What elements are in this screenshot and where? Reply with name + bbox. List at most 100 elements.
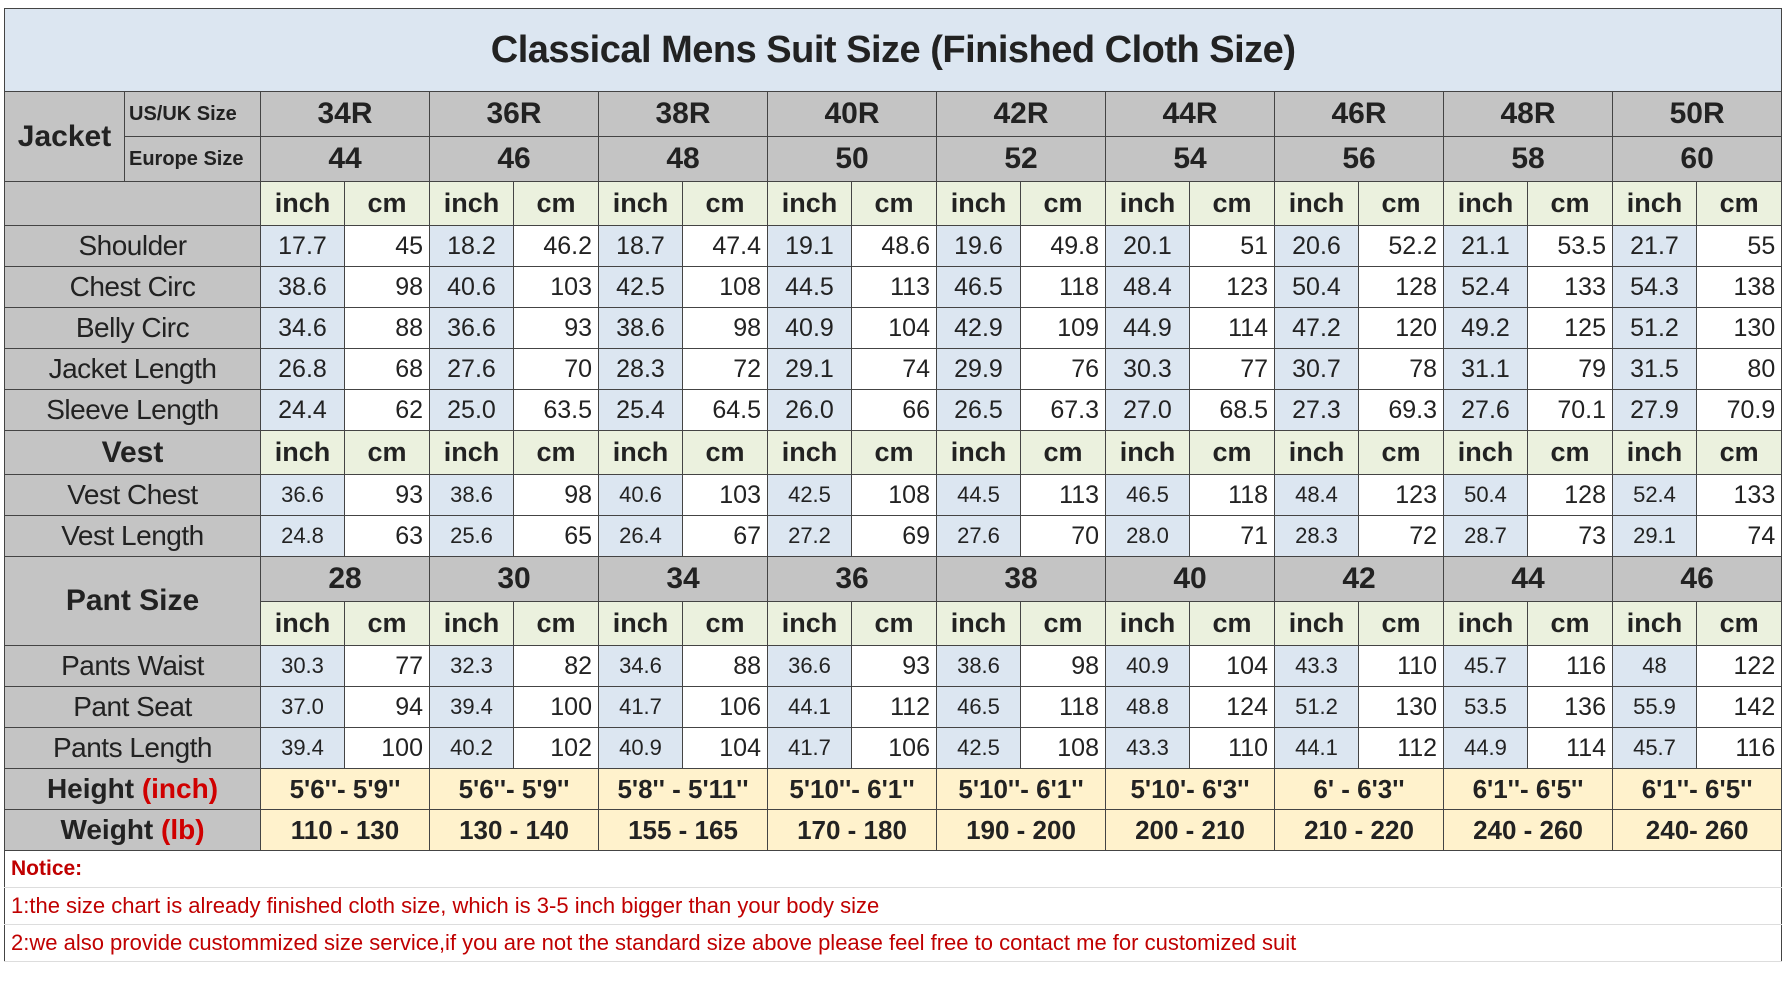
cm-value: 118: [1020, 266, 1106, 308]
inch-value: 18.2: [429, 225, 514, 267]
inch-value: 38.6: [936, 645, 1021, 687]
unit-inch: inch: [598, 181, 683, 226]
cm-value: 71: [1189, 515, 1275, 557]
cm-value: 108: [1020, 727, 1106, 769]
inch-value: 36.6: [429, 307, 514, 349]
unit-cm: cm: [513, 181, 599, 226]
inch-value: 21.1: [1443, 225, 1528, 267]
cm-value: 128: [1358, 266, 1444, 308]
title-row: Classical Mens Suit Size (Finished Cloth…: [3, 8, 1783, 92]
cm-value: 133: [1527, 266, 1613, 308]
unit-inch: inch: [936, 181, 1021, 226]
cm-value: 88: [682, 645, 768, 687]
inch-value: 46.5: [936, 266, 1021, 308]
measure-row: Sleeve Length 24.4 62 25.0 63.5 25.4 64.5 26.0 6…: [4, 389, 1783, 431]
jacket-label: Jacket: [4, 91, 125, 182]
inch-value: 30.3: [1105, 348, 1190, 390]
us-size: 40R: [767, 91, 937, 137]
weight-value: 155 - 165: [598, 809, 768, 851]
unit-cm: cm: [1527, 181, 1613, 226]
unit-cm: cm: [344, 181, 430, 226]
inch-value: 48.8: [1105, 686, 1190, 728]
inch-value: 53.5: [1443, 686, 1528, 728]
inch-value: 39.4: [429, 686, 514, 728]
unit-row: inch cm inch cm inch cm inch cm inch cm inch cm inch…: [5, 601, 1783, 646]
inch-value: 54.3: [1612, 266, 1697, 308]
inch-value: 43.3: [1105, 727, 1190, 769]
cm-value: 120: [1358, 307, 1444, 349]
cm-value: 53.5: [1527, 225, 1613, 267]
unit-cm: cm: [1695, 430, 1783, 475]
cm-value: 113: [1020, 474, 1106, 516]
inch-value: 42.5: [598, 266, 683, 308]
height-unit: (inch): [141, 773, 219, 804]
inch-value: 51.2: [1274, 686, 1359, 728]
inch-value: 34.6: [598, 645, 683, 687]
unit-inch: inch: [260, 430, 345, 475]
chart-title: Classical Mens Suit Size (Finished Cloth…: [3, 8, 1783, 92]
cm-value: 45: [344, 225, 430, 267]
unit-inch: inch: [260, 601, 345, 646]
inch-value: 48: [1612, 645, 1697, 687]
weight-value: 200 - 210: [1105, 809, 1275, 851]
unit-inch: inch: [767, 601, 852, 646]
inch-value: 21.7: [1612, 225, 1697, 267]
row-label: Vest Chest: [4, 474, 261, 516]
cm-value: 64.5: [682, 389, 768, 431]
row-label: Belly Circ: [4, 307, 261, 349]
cm-value: 112: [1358, 727, 1444, 769]
pant-size: 46: [1611, 556, 1783, 602]
height-row: Height (inch) 5'6''- 5'9'' 5'6''- 5'9'' 5'8…: [4, 768, 1783, 810]
inch-value: 50.4: [1443, 474, 1528, 516]
inch-value: 26.0: [767, 389, 852, 431]
cm-value: 68.5: [1189, 389, 1275, 431]
cm-value: 100: [513, 686, 599, 728]
cm-value: 93: [513, 307, 599, 349]
height-value: 6' - 6'3'': [1274, 768, 1444, 810]
unit-cm: cm: [851, 430, 937, 475]
us-label: US/UK Size: [124, 91, 261, 137]
size-table: Classical Mens Suit Size (Finished Cloth…: [3, 8, 1783, 962]
cm-value: 79: [1527, 348, 1613, 390]
notice-row: 1:the size chart is already finished clo…: [3, 887, 1783, 925]
unit-cm: cm: [1358, 430, 1444, 475]
cm-value: 104: [682, 727, 768, 769]
unit-cm: cm: [513, 601, 599, 646]
cm-value: 108: [682, 266, 768, 308]
inch-value: 40.9: [1105, 645, 1190, 687]
vest-label: Vest: [4, 430, 261, 475]
unit-inch: inch: [1105, 601, 1190, 646]
cm-value: 46.2: [513, 225, 599, 267]
eu-size: 48: [598, 136, 768, 182]
height-value: 5'8'' - 5'11'': [598, 768, 768, 810]
cm-value: 118: [1020, 686, 1106, 728]
measure-row: Pant Seat 37.0 94 39.4 100 41.7 106 44.1 112 46.5…: [4, 686, 1783, 728]
inch-value: 52.4: [1612, 474, 1697, 516]
inch-value: 19.6: [936, 225, 1021, 267]
cm-value: 67: [682, 515, 768, 557]
cm-value: 80: [1695, 348, 1783, 390]
us-size: 48R: [1443, 91, 1613, 137]
us-size-row: Jacket US/UK Size 34R 36R 38R 40R 42R 44R 46R 48R…: [4, 91, 1783, 182]
weight-value: 190 - 200: [936, 809, 1106, 851]
notice-row: Notice:: [3, 850, 1783, 888]
weight-value: 170 - 180: [767, 809, 937, 851]
inch-value: 41.7: [767, 727, 852, 769]
eu-size: 60: [1611, 136, 1783, 182]
inch-value: 28.3: [598, 348, 683, 390]
unit-inch: inch: [1274, 430, 1359, 475]
cm-value: 73: [1527, 515, 1613, 557]
cm-value: 63.5: [513, 389, 599, 431]
weight-row: Weight (lb) 110 - 130 130 - 140 155 - 165 17…: [4, 809, 1783, 851]
cm-value: 51: [1189, 225, 1275, 267]
inch-value: 40.9: [767, 307, 852, 349]
measure-row: Jacket Length 26.8 68 27.6 70 28.3 72 29.1 74 29.…: [4, 348, 1783, 390]
unit-cm: cm: [1020, 430, 1106, 475]
cm-value: 123: [1358, 474, 1444, 516]
cm-value: 103: [513, 266, 599, 308]
unit-cm: cm: [1358, 601, 1444, 646]
unit-cm: cm: [682, 181, 768, 226]
inch-value: 34.6: [260, 307, 345, 349]
notice-row: 2:we also provide custommized size servi…: [3, 924, 1783, 962]
pant-label: Pant Size: [4, 556, 261, 646]
